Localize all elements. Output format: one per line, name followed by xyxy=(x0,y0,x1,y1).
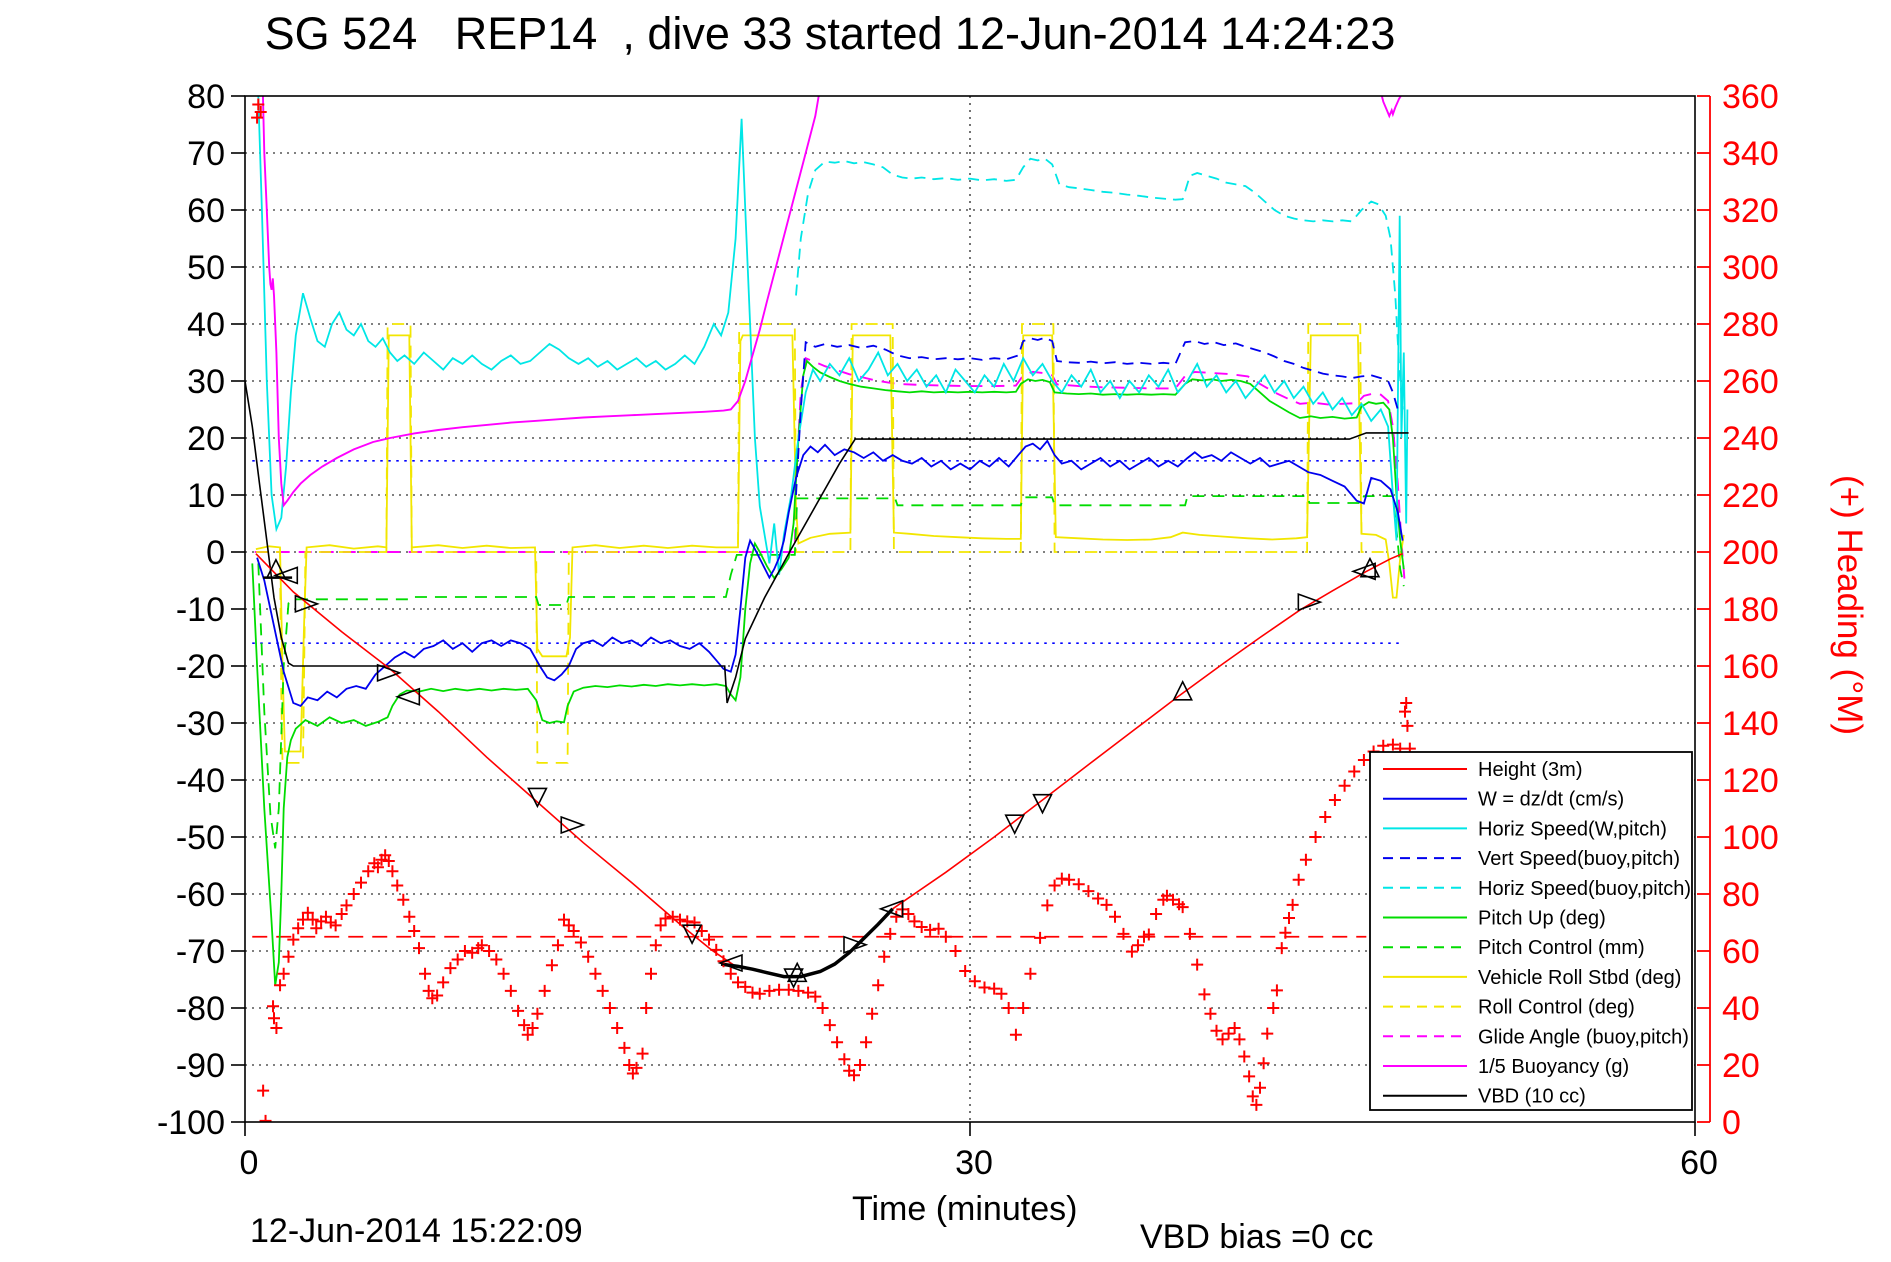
right-tick-label: 140 xyxy=(1722,705,1779,743)
right-tick-label: 0 xyxy=(1722,1104,1741,1142)
heading-plus-markers xyxy=(251,98,1416,1122)
right-tick-label: 200 xyxy=(1722,534,1779,572)
series-horiz-speed xyxy=(257,96,1409,575)
legend-label-6: Pitch Control (mm) xyxy=(1478,937,1645,959)
legend-label-2: Horiz Speed(W,pitch) xyxy=(1478,818,1667,840)
right-tick-label: 220 xyxy=(1722,477,1779,515)
left-tick-label: -20 xyxy=(176,648,225,686)
right-tick-label: 300 xyxy=(1722,249,1779,287)
left-tick-label: -30 xyxy=(176,705,225,743)
series-apogee-track xyxy=(720,907,894,979)
left-tick-label: 10 xyxy=(187,477,225,515)
right-tick-label: 240 xyxy=(1722,420,1779,458)
left-tick-label: 40 xyxy=(187,306,225,344)
maneuver-triangle-r xyxy=(843,935,869,954)
maneuver-triangle-l xyxy=(394,687,421,706)
right-tick-label: 180 xyxy=(1722,591,1779,629)
maneuver-triangle-l xyxy=(717,953,743,973)
maneuver-triangle-l xyxy=(1350,562,1376,581)
legend-label-7: Vehicle Roll Stbd (deg) xyxy=(1478,967,1681,989)
left-tick-label: -70 xyxy=(176,933,225,971)
maneuver-triangle-d xyxy=(1032,793,1053,815)
series-height xyxy=(255,553,734,966)
series-pitch-control xyxy=(257,495,1405,849)
right-tick-label: 260 xyxy=(1722,363,1779,401)
legend-label-4: Horiz Speed(buoy,pitch) xyxy=(1478,878,1691,900)
legend-label-0: Height (3m) xyxy=(1478,759,1582,781)
left-tick-label: 0 xyxy=(206,534,225,572)
left-tick-label: -60 xyxy=(176,876,225,914)
series-vbd xyxy=(245,380,1409,704)
right-tick-label: 120 xyxy=(1722,762,1779,800)
legend-label-5: Pitch Up (deg) xyxy=(1478,908,1606,930)
legend-label-8: Roll Control (deg) xyxy=(1478,997,1635,1019)
x-tick-label: 30 xyxy=(955,1144,993,1182)
series-glide-angle xyxy=(254,356,1406,587)
series-pitch-up xyxy=(251,359,1405,986)
right-tick-label: 320 xyxy=(1722,192,1779,230)
series-vert-speed-buoy xyxy=(795,336,1404,496)
maneuver-triangle-l xyxy=(272,566,299,585)
left-tick-label: -10 xyxy=(176,591,225,629)
maneuver-triangle-u xyxy=(1359,556,1381,578)
legend-label-10: 1/5 Buoyancy (g) xyxy=(1478,1056,1629,1078)
left-tick-label: -40 xyxy=(176,762,225,800)
right-tick-label: 60 xyxy=(1722,933,1760,971)
right-tick-label: 40 xyxy=(1722,990,1760,1028)
left-tick-label: 70 xyxy=(187,135,225,173)
maneuver-triangle-d xyxy=(681,924,703,945)
series-vehicle-roll xyxy=(255,334,1405,753)
maneuver-triangle-r xyxy=(376,663,402,682)
right-tick-label: 280 xyxy=(1722,306,1779,344)
maneuver-triangle-u xyxy=(786,961,808,983)
legend-label-9: Glide Angle (buoy,pitch) xyxy=(1478,1026,1689,1048)
right-tick-label: 160 xyxy=(1722,648,1779,686)
maneuver-triangle-r xyxy=(294,594,320,614)
x-axis-label: Time (minutes) xyxy=(852,1190,1078,1228)
series-roll-control xyxy=(255,323,1392,764)
x-tick-label: 60 xyxy=(1680,1144,1718,1182)
left-tick-label: -80 xyxy=(176,990,225,1028)
legend-label-1: W = dz/dt (cm/s) xyxy=(1478,789,1624,811)
left-tick-label: -50 xyxy=(176,819,225,857)
vbd-bias-label: VBD bias =0 cc xyxy=(1140,1218,1374,1256)
right-tick-label: 360 xyxy=(1722,78,1779,116)
right-tick-label: 100 xyxy=(1722,819,1779,857)
maneuver-triangle-r xyxy=(1297,593,1323,612)
maneuver-triangle-d xyxy=(527,787,548,809)
left-tick-label: 20 xyxy=(187,420,225,458)
series-height-ascent xyxy=(892,552,1403,910)
series-w-dzdt xyxy=(256,439,1404,707)
legend-label-3: Vert Speed(buoy,pitch) xyxy=(1478,848,1680,870)
right-tick-label: 340 xyxy=(1722,135,1779,173)
right-axis-title: (+) Heading (°M) xyxy=(1830,475,1869,735)
maneuver-triangle-u xyxy=(265,558,287,579)
legend-box xyxy=(1369,751,1693,1111)
x-tick-label: 0 xyxy=(240,1144,259,1182)
plot-title: SG 524 REP14 , dive 33 started 12-Jun-20… xyxy=(264,8,1396,59)
left-tick-label: -90 xyxy=(176,1047,225,1085)
right-tick-label: 80 xyxy=(1722,876,1760,914)
left-tick-label: -100 xyxy=(157,1104,225,1142)
maneuver-triangle-l xyxy=(878,899,904,918)
maneuver-triangle-u xyxy=(1172,680,1193,701)
series-buoyancy xyxy=(261,96,1402,508)
left-tick-label: 80 xyxy=(187,78,225,116)
maneuver-triangle-r xyxy=(560,815,586,835)
left-tick-label: 50 xyxy=(187,249,225,287)
right-tick-label: 20 xyxy=(1722,1047,1760,1085)
dive-end-timestamp: 12-Jun-2014 15:22:09 xyxy=(250,1212,583,1250)
maneuver-triangle-d xyxy=(1004,814,1026,835)
left-tick-label: 30 xyxy=(187,363,225,401)
legend-label-11: VBD (10 cc) xyxy=(1478,1086,1586,1108)
series-horiz-speed-buoy xyxy=(795,157,1404,410)
left-tick-label: 60 xyxy=(187,192,225,230)
